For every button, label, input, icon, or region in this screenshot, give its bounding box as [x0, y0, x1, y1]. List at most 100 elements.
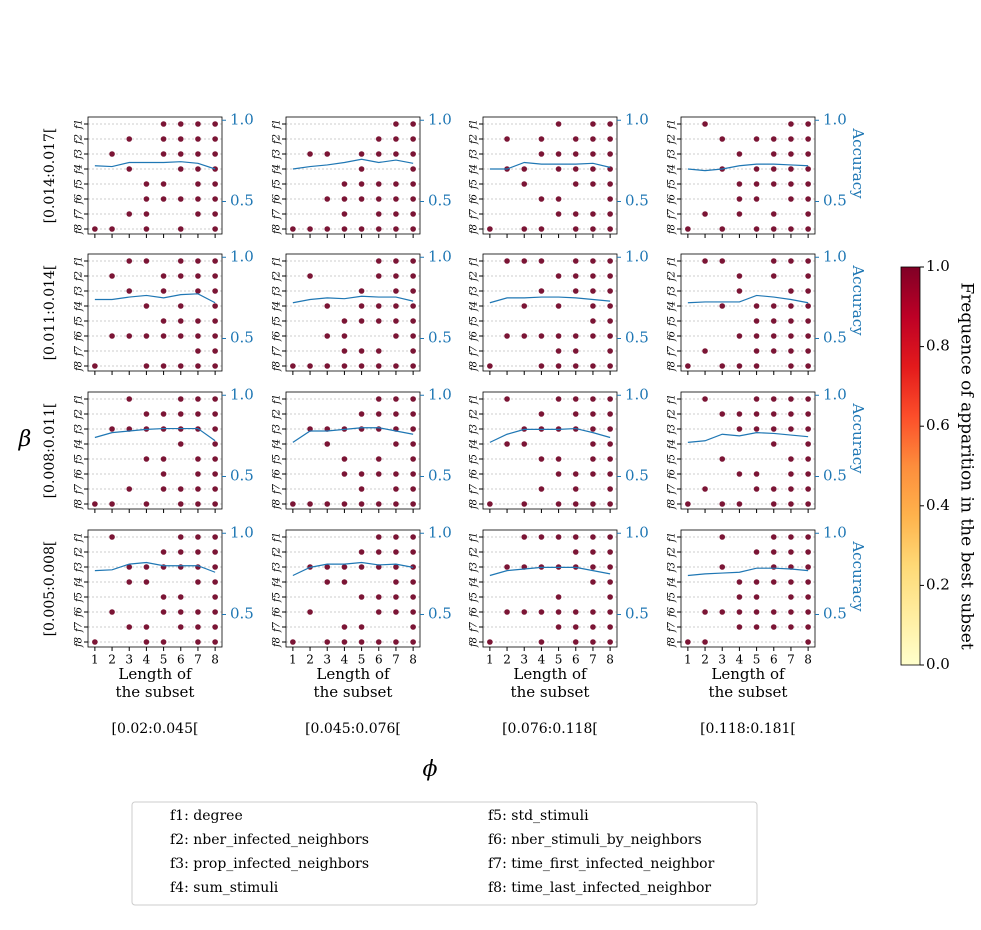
- x-tick-label: 8: [211, 653, 219, 667]
- feature-dot: [572, 486, 579, 492]
- feature-dot: [410, 549, 416, 555]
- feature-dot: [805, 639, 811, 645]
- feature-dot: [719, 456, 726, 462]
- accuracy-line: [489, 161, 611, 170]
- feature-dot: [324, 151, 331, 157]
- feature-tick-label: f4: [74, 439, 85, 450]
- feature-dot: [212, 363, 218, 369]
- feature-dot: [375, 639, 382, 645]
- feature-dot: [143, 258, 150, 264]
- feature-dot: [160, 639, 167, 645]
- feature-dot: [160, 288, 167, 294]
- feature-dot: [341, 196, 348, 202]
- feature-dot: [770, 579, 777, 585]
- feature-dot: [393, 121, 399, 127]
- feature-tick-label: f4: [469, 577, 480, 588]
- y2-tick-label: 0.5: [823, 192, 847, 210]
- feature-dot: [719, 501, 726, 507]
- feature-dot: [195, 136, 201, 142]
- feature-tick-label: f6: [667, 606, 678, 618]
- feature-dot: [753, 226, 760, 232]
- panel-frame: [285, 116, 421, 235]
- x-tick-label: 3: [520, 653, 528, 667]
- feature-dot: [607, 441, 613, 447]
- feature-dot: [393, 258, 399, 264]
- feature-tick-label: f1: [469, 119, 480, 130]
- feature-dot: [195, 348, 201, 354]
- feature-tick-label: f3: [74, 286, 85, 297]
- feature-dot: [177, 166, 184, 172]
- panel-frame: [87, 529, 223, 648]
- feature-dot: [753, 318, 760, 324]
- accuracy-line: [292, 295, 414, 304]
- y2-tick-label: 1.0: [230, 523, 254, 541]
- feature-tick-label: f7: [469, 483, 480, 495]
- feature-dot: [177, 136, 184, 142]
- feature-dot: [410, 396, 416, 402]
- feature-dot: [770, 226, 777, 232]
- feature-dot: [324, 196, 331, 202]
- feature-dot: [393, 639, 399, 645]
- feature-dot: [341, 456, 348, 462]
- feature-dot: [177, 333, 184, 339]
- feature-dot: [212, 624, 218, 630]
- feature-tick-label: f4: [74, 577, 85, 588]
- feature-dot: [753, 348, 760, 354]
- feature-dot: [753, 426, 760, 432]
- x-axis-label: Length of: [118, 665, 193, 683]
- legend-entry: f6: nber_stimuli_by_neighbors: [488, 832, 702, 848]
- x-axis-label: Length of: [711, 665, 786, 683]
- feature-dot: [770, 318, 777, 324]
- feature-dot: [770, 549, 777, 555]
- feature-tick-label: f5: [469, 316, 480, 327]
- feature-tick-label: f2: [74, 409, 85, 420]
- feature-dot: [805, 136, 811, 142]
- feature-dot: [177, 441, 184, 447]
- feature-tick-label: f5: [667, 316, 678, 327]
- feature-dot: [195, 258, 201, 264]
- feature-dot: [375, 456, 382, 462]
- legend-entry: f5: std_stimuli: [488, 808, 589, 824]
- feature-dot: [109, 151, 115, 157]
- feature-tick-label: f2: [667, 134, 678, 145]
- feature-dot: [555, 151, 562, 157]
- legend-entry: f2: nber_infected_neighbors: [170, 832, 369, 848]
- panel-frame: [87, 253, 223, 372]
- feature-tick-label: f6: [272, 468, 283, 480]
- feature-dot: [521, 303, 528, 309]
- feature-tick-label: f8: [469, 361, 480, 372]
- feature-dot: [555, 273, 562, 279]
- feature-dot: [160, 411, 167, 417]
- accuracy-line: [489, 566, 611, 577]
- feature-tick-label: f3: [74, 562, 85, 573]
- feature-dot: [770, 426, 777, 432]
- x-tick-label: 1: [91, 653, 99, 667]
- feature-tick-label: f7: [469, 621, 480, 633]
- feature-dot: [375, 363, 382, 369]
- feature-dot: [160, 594, 167, 600]
- feature-dot: [393, 396, 399, 402]
- feature-dot: [590, 318, 596, 324]
- feature-dot: [358, 486, 365, 492]
- y2-tick-label: 1.0: [625, 523, 649, 541]
- feature-dot: [607, 396, 613, 402]
- feature-dot: [805, 486, 811, 492]
- feature-dot: [212, 121, 218, 127]
- feature-dot: [410, 121, 416, 127]
- feature-dot: [702, 258, 708, 264]
- y2-tick-label: 0.5: [625, 605, 649, 623]
- feature-dot: [487, 639, 493, 645]
- feature-dot: [143, 639, 150, 645]
- feature-dot: [410, 348, 416, 354]
- accuracy-line: [94, 561, 216, 573]
- feature-tick-label: f1: [272, 394, 283, 405]
- x-tick-label: 6: [572, 653, 580, 667]
- x-tick-label: 6: [177, 653, 185, 667]
- feature-tick-label: f2: [74, 271, 85, 282]
- feature-dot: [753, 363, 760, 369]
- y2-tick-label: 1.0: [230, 110, 254, 128]
- feature-dot: [788, 534, 794, 540]
- feature-dot: [212, 136, 218, 142]
- feature-tick-label: f3: [667, 149, 678, 160]
- x-tick-label: 7: [589, 653, 597, 667]
